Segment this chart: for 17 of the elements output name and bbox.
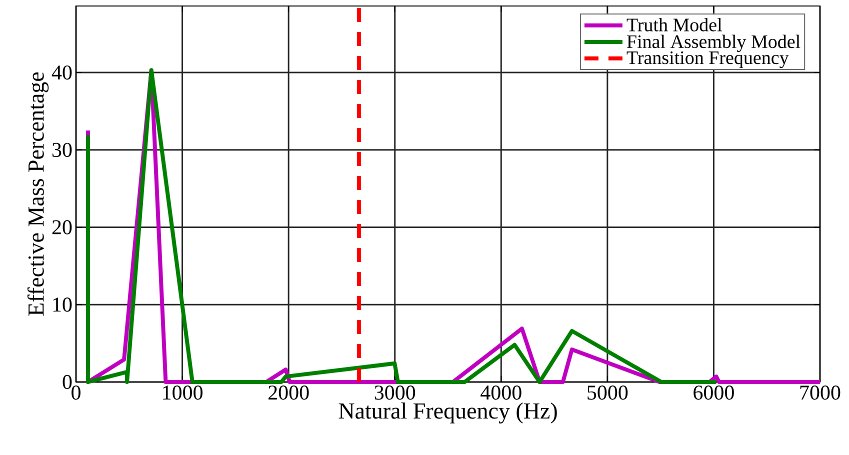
legend-label: Truth Model	[626, 18, 722, 32]
x-tick-label: 1000	[163, 386, 202, 400]
x-tick-label: 6000	[694, 386, 734, 400]
y-tick-label: 40	[52, 65, 72, 80]
x-tick-label: 2000	[268, 386, 309, 400]
x-axis-title: Natural Frequency (Hz)	[338, 402, 557, 424]
x-tick-label: 5000	[588, 386, 628, 400]
x-tick-label: 4000	[480, 386, 522, 400]
x-tick-label: 3000	[374, 386, 416, 400]
legend-label: Transition Frequency	[626, 51, 789, 68]
y-tick-label: 30	[52, 142, 72, 157]
y-axis-title: Effective Mass Percentage	[27, 72, 49, 316]
x-tick-label: 7000	[800, 386, 840, 400]
legend-label: Final Assembly Model	[626, 34, 800, 52]
y-tick-label: 20	[52, 220, 72, 234]
y-tick-label: 0	[62, 374, 72, 390]
y-tick-label: 10	[53, 298, 72, 312]
